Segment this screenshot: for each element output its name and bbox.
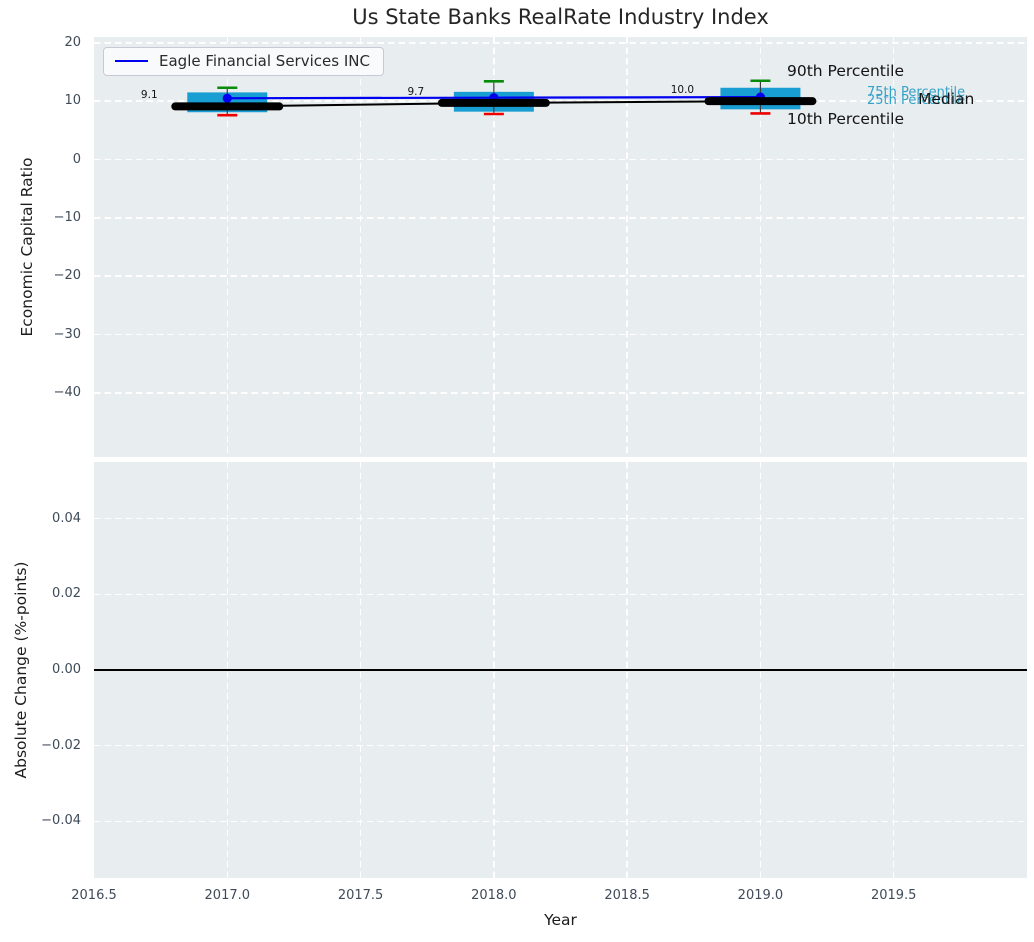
p75-annotation: 75th Percentile (867, 85, 966, 100)
bottom-hgridline (94, 820, 1027, 823)
x-tick-label: 2019.5 (870, 888, 917, 903)
top-y-axis-label: Economic Capital Ratio (18, 157, 36, 337)
top-vgridline (759, 37, 762, 457)
median-value-label: 10.0 (670, 84, 695, 97)
top-vgridline (626, 37, 628, 457)
top-ytick-label: 0 (72, 151, 81, 167)
top-hgridline (94, 275, 1027, 277)
x-tick-label: 2017.0 (204, 888, 251, 903)
median-value-label: 9.1 (140, 89, 158, 102)
top-vgridline (226, 37, 229, 457)
zero-baseline (94, 669, 1027, 671)
bottom-hgridline (94, 593, 1027, 596)
top-vgridline (892, 37, 895, 457)
median-annotation: Median (918, 90, 975, 108)
p90-annotation: 90th Percentile (787, 62, 905, 80)
top-hgridline (94, 158, 1027, 161)
bottom-plot-area (94, 462, 1027, 878)
median-value-label: 9.7 (407, 85, 425, 98)
top-ytick-label: 20 (64, 34, 81, 50)
legend-box: Eagle Financial Services INC (103, 47, 384, 76)
top-hgridline (94, 217, 1027, 219)
x-tick-label: 2016.5 (71, 888, 117, 903)
p25-annotation: 25th Percentile (867, 93, 966, 108)
top-plot-area: Eagle Financial Services INC (94, 37, 1027, 457)
top-hgridline (94, 392, 1027, 394)
top-ytick-label: 10 (64, 93, 81, 109)
company-marker (222, 93, 232, 103)
bottom-ytick-label: −0.02 (41, 737, 81, 753)
top-ytick-label: −30 (53, 326, 81, 342)
x-tick-label: 2018.0 (471, 888, 517, 903)
x-axis-label: Year (544, 911, 577, 929)
legend-line-sample-icon (115, 60, 148, 62)
bottom-hgridline (94, 517, 1027, 520)
top-vgridline (359, 37, 362, 457)
legend-series-label: Eagle Financial Services INC (159, 52, 370, 70)
boxplot-data-svg (171, 79, 817, 117)
bottom-ytick-label: 0.00 (52, 662, 81, 677)
bottom-hgridline (94, 744, 1027, 747)
x-tick-label: 2019.0 (737, 888, 784, 903)
top-ytick-label: −40 (53, 384, 81, 400)
top-vgridline (493, 37, 495, 457)
top-hgridline (94, 333, 1027, 336)
bottom-ytick-label: −0.04 (41, 813, 81, 829)
x-tick-label: 2018.5 (604, 888, 650, 903)
chart-title: Us State Banks RealRate Industry Index (352, 5, 769, 29)
p10-annotation: 10th Percentile (787, 110, 905, 128)
top-hgridline (94, 42, 1027, 44)
bottom-ytick-label: 0.04 (52, 510, 81, 526)
top-hgridline (94, 100, 1027, 102)
bottom-ytick-label: 0.02 (52, 586, 81, 602)
x-tick-label: 2017.5 (337, 888, 384, 903)
top-ytick-label: −10 (53, 209, 81, 225)
top-ytick-label: −20 (53, 268, 81, 284)
